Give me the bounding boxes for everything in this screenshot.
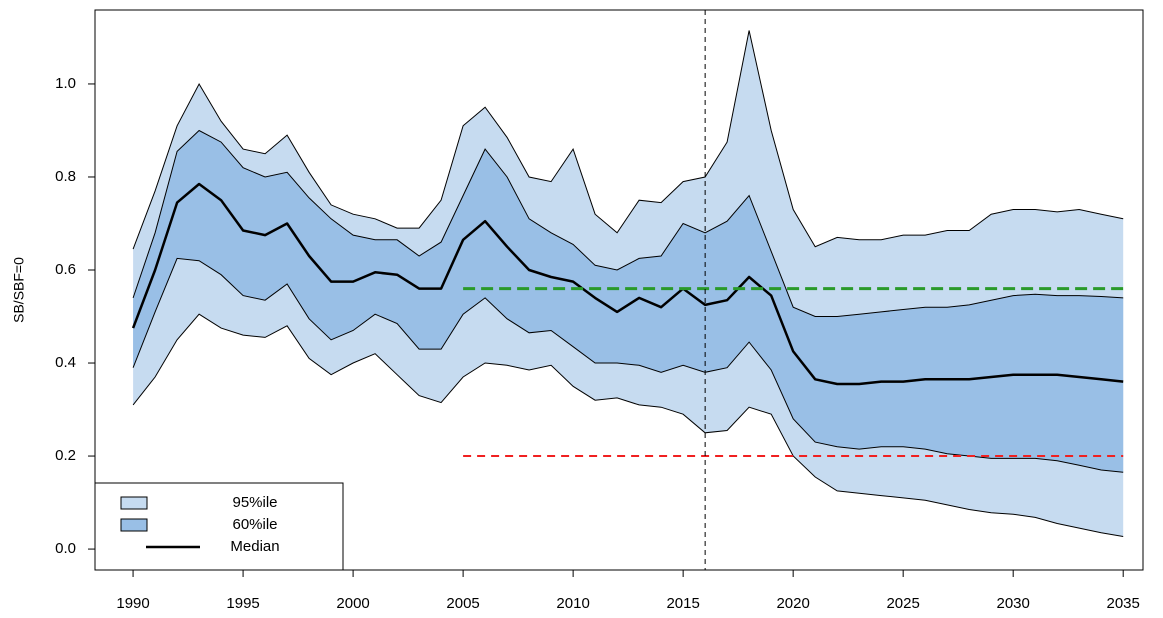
- legend-label: 60%ile: [232, 516, 277, 533]
- y-tick-label: 0.4: [55, 354, 76, 371]
- y-tick-label: 0.0: [55, 540, 76, 557]
- legend-swatch: [120, 518, 148, 532]
- x-tick-label: 2020: [776, 595, 809, 612]
- band-lower-edge: [132, 313, 1124, 537]
- y-tick-label: 0.6: [55, 261, 76, 278]
- y-axis-label: SB/SBF=0: [11, 257, 27, 323]
- x-tick-label: 2015: [666, 595, 699, 612]
- y-tick-label: 0.2: [55, 447, 76, 464]
- x-tick-label: 2010: [556, 595, 589, 612]
- legend-label: 95%ile: [232, 494, 277, 511]
- plot-frame: [94, 9, 1144, 571]
- legend-swatch: [120, 496, 148, 510]
- median-line: [131, 182, 1124, 386]
- y-tick-label: 1.0: [55, 75, 76, 92]
- band-upper-edge: [132, 30, 1124, 250]
- x-tick-label: 2035: [1107, 595, 1140, 612]
- band-lower-edge: [132, 257, 1124, 473]
- x-tick-label: 2030: [996, 595, 1029, 612]
- y-tick-label: 0.8: [55, 168, 76, 185]
- x-tick-label: 1995: [226, 595, 259, 612]
- x-tick-label: 2025: [886, 595, 919, 612]
- x-tick-label: 2000: [336, 595, 369, 612]
- legend-label: Median: [230, 538, 279, 555]
- x-tick-label: 1990: [116, 595, 149, 612]
- x-tick-label: 2005: [446, 595, 479, 612]
- band-area: [133, 130, 1124, 473]
- band-upper-edge: [132, 129, 1124, 317]
